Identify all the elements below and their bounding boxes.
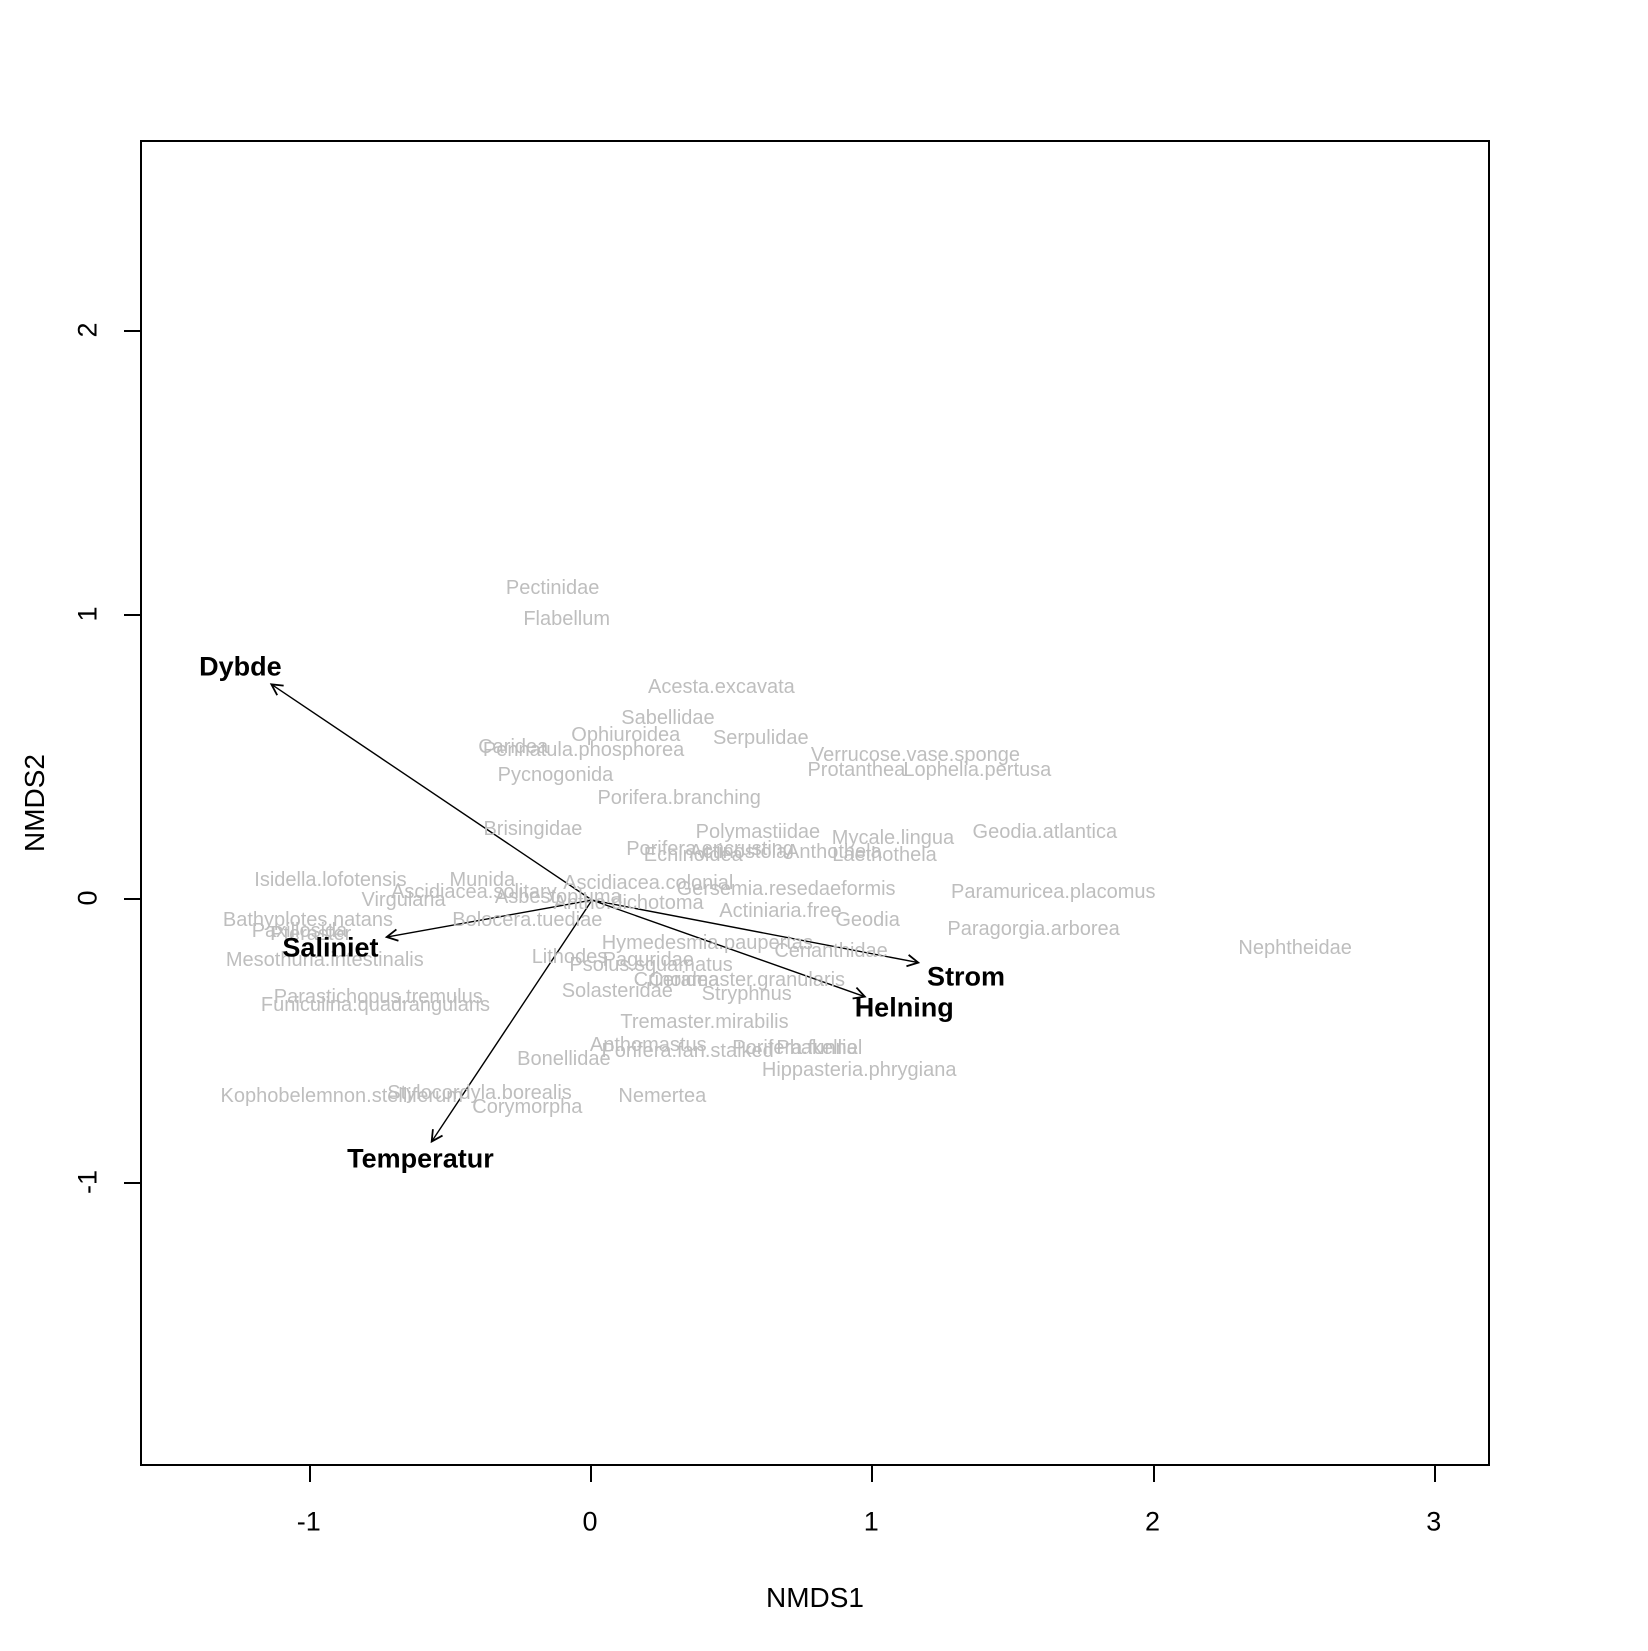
species-label: Pteraster: [270, 923, 352, 946]
x-axis-title: NMDS1: [765, 1582, 865, 1613]
y-tick-mark: [124, 330, 140, 333]
species-label: Kophobelemnon.stelliferum: [220, 1085, 463, 1108]
species-label: Porifera.encrusting: [626, 838, 795, 860]
species-label: Pectinidae: [505, 576, 600, 599]
species-label: Geodia: [835, 908, 900, 931]
x-tick-mark: [1433, 1466, 1436, 1482]
species-label: Paragorgia.arborea: [947, 917, 1120, 940]
species-label: Porifera.funnel: [732, 1036, 863, 1059]
species-label: Bolocera.tuediae: [452, 908, 603, 931]
vector-arrow-helning: [591, 899, 867, 1000]
species-label: Asbestopluma: [494, 886, 622, 909]
x-tick-mark: [871, 1466, 874, 1482]
species-label: Actiniaria.free: [719, 900, 842, 923]
x-tick-label: 3: [1426, 1506, 1442, 1537]
species-label: Mesothuria.intestinalis: [225, 948, 424, 971]
species-label: Ascidiacea.solitary: [391, 880, 557, 903]
species-label: Brisingidae: [483, 818, 583, 841]
species-label: Flabellum: [523, 608, 611, 631]
y-tick-label: -1: [72, 1170, 103, 1195]
species-label: Munida: [449, 869, 516, 892]
species-label: Hippasteria.phrygiana: [761, 1059, 957, 1082]
vector-label-strom: Strom: [927, 961, 1006, 992]
y-tick-label: 2: [72, 322, 103, 338]
species-label: Corymorpha: [472, 1096, 583, 1119]
y-tick-mark: [124, 898, 140, 901]
species-label: Parastichopus.tremulus: [273, 985, 483, 1008]
species-label: Echinoidea: [643, 843, 743, 866]
species-label: Protanthea: [807, 758, 906, 781]
y-axis-title: NMDS2: [19, 753, 50, 853]
species-label: Caridea: [478, 735, 549, 758]
species-label: Antho.dichotoma: [553, 891, 704, 914]
x-tick-mark: [308, 1466, 311, 1482]
x-tick-label: -1: [296, 1506, 321, 1537]
species-label: Polymastiidae: [695, 820, 821, 843]
species-label: Acesta.excavata: [648, 676, 795, 699]
x-tick-mark: [590, 1466, 592, 1482]
vector-label-temperatur: Temperatur: [347, 1143, 494, 1173]
vector-arrow-strom: [591, 899, 921, 968]
species-label: Anthothela: [786, 840, 882, 863]
x-tick-label: 2: [1144, 1506, 1161, 1537]
plot-area: Pectinidae Flabellum Acesta.excavata Sabell…: [140, 140, 1490, 1466]
species-label: Nephtheidae: [1238, 937, 1352, 960]
y-tick-label: 1: [72, 606, 103, 622]
species-label: Mycale.lingua: [831, 826, 955, 849]
vector-label-helning: Helning: [854, 992, 954, 1023]
species-label: Nemertea: [618, 1085, 707, 1108]
y-tick-label: 0: [72, 890, 103, 906]
species-label: Actinostola: [689, 840, 788, 863]
species-label: Bathyplotes.natans: [222, 908, 393, 931]
species-label: Stryphnus: [701, 982, 792, 1005]
species-label: Isidella.lofotensis: [254, 869, 407, 892]
species-label: Psolus.squamatus: [569, 954, 733, 977]
species-label: Laethothela: [832, 843, 937, 866]
species-label: Sabellidae: [621, 707, 715, 730]
x-tick-mark: [1152, 1466, 1155, 1482]
vector-label-saliniet: Saliniet: [282, 932, 379, 963]
species-label: Anthomastus: [589, 1033, 707, 1056]
species-label: Bonellidae: [517, 1048, 611, 1071]
species-label: Porifera.fan.stalked: [601, 1039, 774, 1062]
species-label: Crinoidea: [633, 968, 720, 991]
species-label: Ceramaster.granularis: [648, 968, 846, 991]
y-tick-mark: [124, 1182, 140, 1185]
species-label: Stylocordyla.borealis: [387, 1082, 572, 1105]
species-label: Paramuricea.placomus: [950, 880, 1156, 903]
species-label: Ophiuroidea: [571, 724, 681, 747]
species-label: Virgularia: [361, 889, 446, 912]
species-label: Hymedesmia.paupertas: [601, 931, 813, 954]
species-label: Paxillosida: [251, 920, 348, 943]
species-label: Pennatula.phosphorea: [482, 738, 685, 761]
vector-arrow-saliniet: [384, 899, 593, 942]
species-label: Ascidiacea.colonial: [563, 872, 734, 895]
species-label: Cerianthidae: [774, 940, 888, 963]
species-label: Lithodes: [531, 945, 608, 968]
species-label: Tremaster.mirabilis: [620, 1011, 789, 1034]
y-tick-mark: [124, 614, 140, 617]
species-label: Gersemia.resedaeformis: [676, 877, 896, 900]
species-label: Verrucose.vase.sponge: [810, 744, 1020, 767]
species-label: Lophelia.pertusa: [903, 758, 1052, 781]
species-label: Phakellia: [776, 1036, 858, 1059]
species-label: Solasteridae: [561, 979, 673, 1002]
species-label: Pycnogonida: [497, 764, 614, 787]
vector-arrows-layer: [269, 683, 921, 1144]
vector-label-dybde: Dybde: [199, 651, 282, 682]
species-label: Paguridae: [602, 948, 694, 971]
species-label: Geodia.atlantica: [972, 820, 1118, 843]
species-label: Funiculina.quadrangularis: [260, 994, 490, 1017]
vector-arrow-dybde: [269, 683, 593, 901]
x-tick-label: 1: [863, 1506, 879, 1537]
species-label: Porifera.branching: [597, 786, 761, 809]
species-label: Serpulidae: [712, 727, 809, 750]
x-tick-label: 0: [582, 1506, 598, 1537]
vector-arrow-temperatur: [430, 899, 593, 1144]
